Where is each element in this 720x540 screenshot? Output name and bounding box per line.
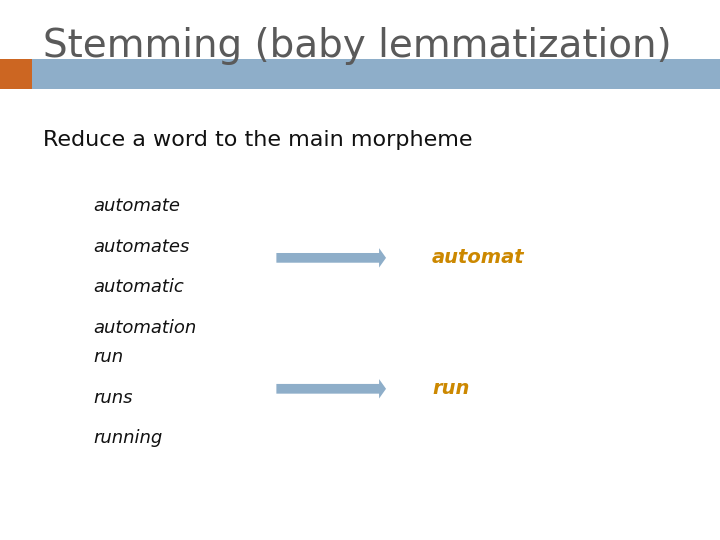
Text: automation: automation bbox=[94, 319, 197, 336]
Text: Reduce a word to the main morpheme: Reduce a word to the main morpheme bbox=[43, 130, 473, 150]
Text: Stemming (baby lemmatization): Stemming (baby lemmatization) bbox=[43, 27, 672, 65]
Text: automatic: automatic bbox=[94, 278, 184, 296]
Text: automates: automates bbox=[94, 238, 190, 255]
Text: runs: runs bbox=[94, 389, 133, 407]
Text: automat: automat bbox=[432, 248, 525, 267]
Bar bbox=[0, 59, 32, 89]
Text: run: run bbox=[432, 379, 469, 399]
Bar bbox=[32, 59, 720, 89]
Text: automate: automate bbox=[94, 197, 181, 215]
Text: running: running bbox=[94, 429, 163, 447]
Text: run: run bbox=[94, 348, 124, 366]
